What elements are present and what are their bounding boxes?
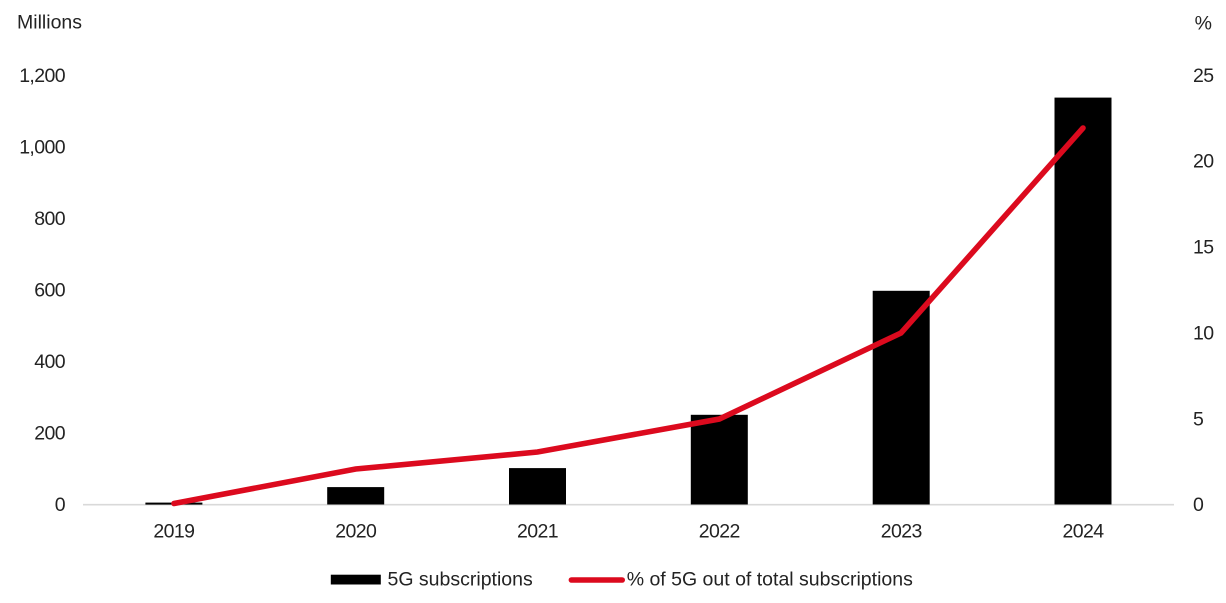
svg-text:1,000: 1,000: [19, 136, 66, 158]
svg-text:200: 200: [34, 423, 65, 445]
svg-text:600: 600: [34, 280, 65, 302]
svg-text:25: 25: [1193, 65, 1214, 87]
svg-text:10: 10: [1193, 322, 1214, 344]
svg-text:Millions: Millions: [17, 12, 82, 34]
svg-text:0: 0: [1193, 494, 1204, 516]
svg-text:2023: 2023: [881, 521, 922, 543]
svg-text:2019: 2019: [153, 521, 194, 543]
svg-text:800: 800: [34, 208, 65, 230]
svg-text:20: 20: [1193, 151, 1214, 173]
svg-text:5: 5: [1193, 408, 1204, 430]
svg-text:2022: 2022: [699, 521, 740, 543]
svg-text:400: 400: [34, 351, 65, 373]
svg-text:2024: 2024: [1063, 521, 1105, 543]
svg-text:15: 15: [1193, 237, 1214, 259]
svg-text:5G subscriptions: 5G subscriptions: [388, 569, 533, 591]
svg-text:% of 5G out of total subscript: % of 5G out of total subscriptions: [627, 569, 913, 591]
svg-text:2020: 2020: [335, 521, 377, 543]
svg-text:%: %: [1195, 13, 1212, 35]
svg-text:0: 0: [55, 494, 66, 516]
svg-text:1,200: 1,200: [19, 65, 66, 87]
svg-text:2021: 2021: [517, 521, 558, 543]
